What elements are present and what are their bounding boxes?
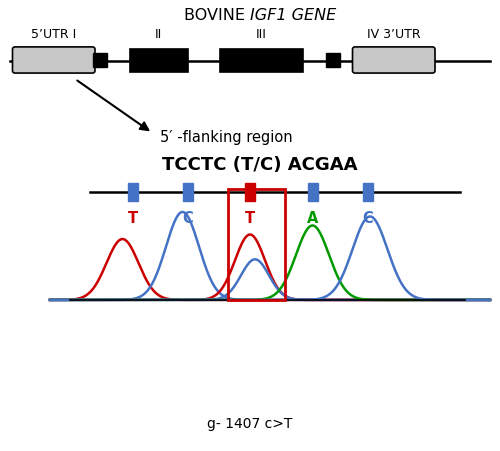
Bar xyxy=(245,183,255,201)
Bar xyxy=(92,53,106,67)
Bar xyxy=(326,53,340,67)
Bar xyxy=(130,49,188,72)
Bar xyxy=(308,183,318,201)
Text: II: II xyxy=(155,28,162,41)
Text: g- 1407 c>T: g- 1407 c>T xyxy=(208,417,292,431)
Text: T: T xyxy=(128,211,138,226)
Text: 5’UTR I: 5’UTR I xyxy=(31,28,76,41)
Bar xyxy=(220,49,302,72)
FancyBboxPatch shape xyxy=(12,47,95,73)
Bar xyxy=(362,183,372,201)
Text: III: III xyxy=(256,28,266,41)
Text: C: C xyxy=(362,211,373,226)
Text: TCCTC (T/C) ACGAA: TCCTC (T/C) ACGAA xyxy=(162,156,358,174)
Bar xyxy=(182,183,192,201)
Text: T: T xyxy=(245,211,255,226)
Bar xyxy=(128,183,138,201)
Text: A: A xyxy=(307,211,318,226)
Text: C: C xyxy=(182,211,193,226)
Bar xyxy=(228,189,285,300)
Text: IV 3’UTR: IV 3’UTR xyxy=(367,28,420,41)
Text: IGF1 GENE: IGF1 GENE xyxy=(250,8,336,23)
FancyBboxPatch shape xyxy=(352,47,435,73)
Text: 5′ -flanking region: 5′ -flanking region xyxy=(160,130,292,145)
Text: BOVINE: BOVINE xyxy=(184,8,250,23)
